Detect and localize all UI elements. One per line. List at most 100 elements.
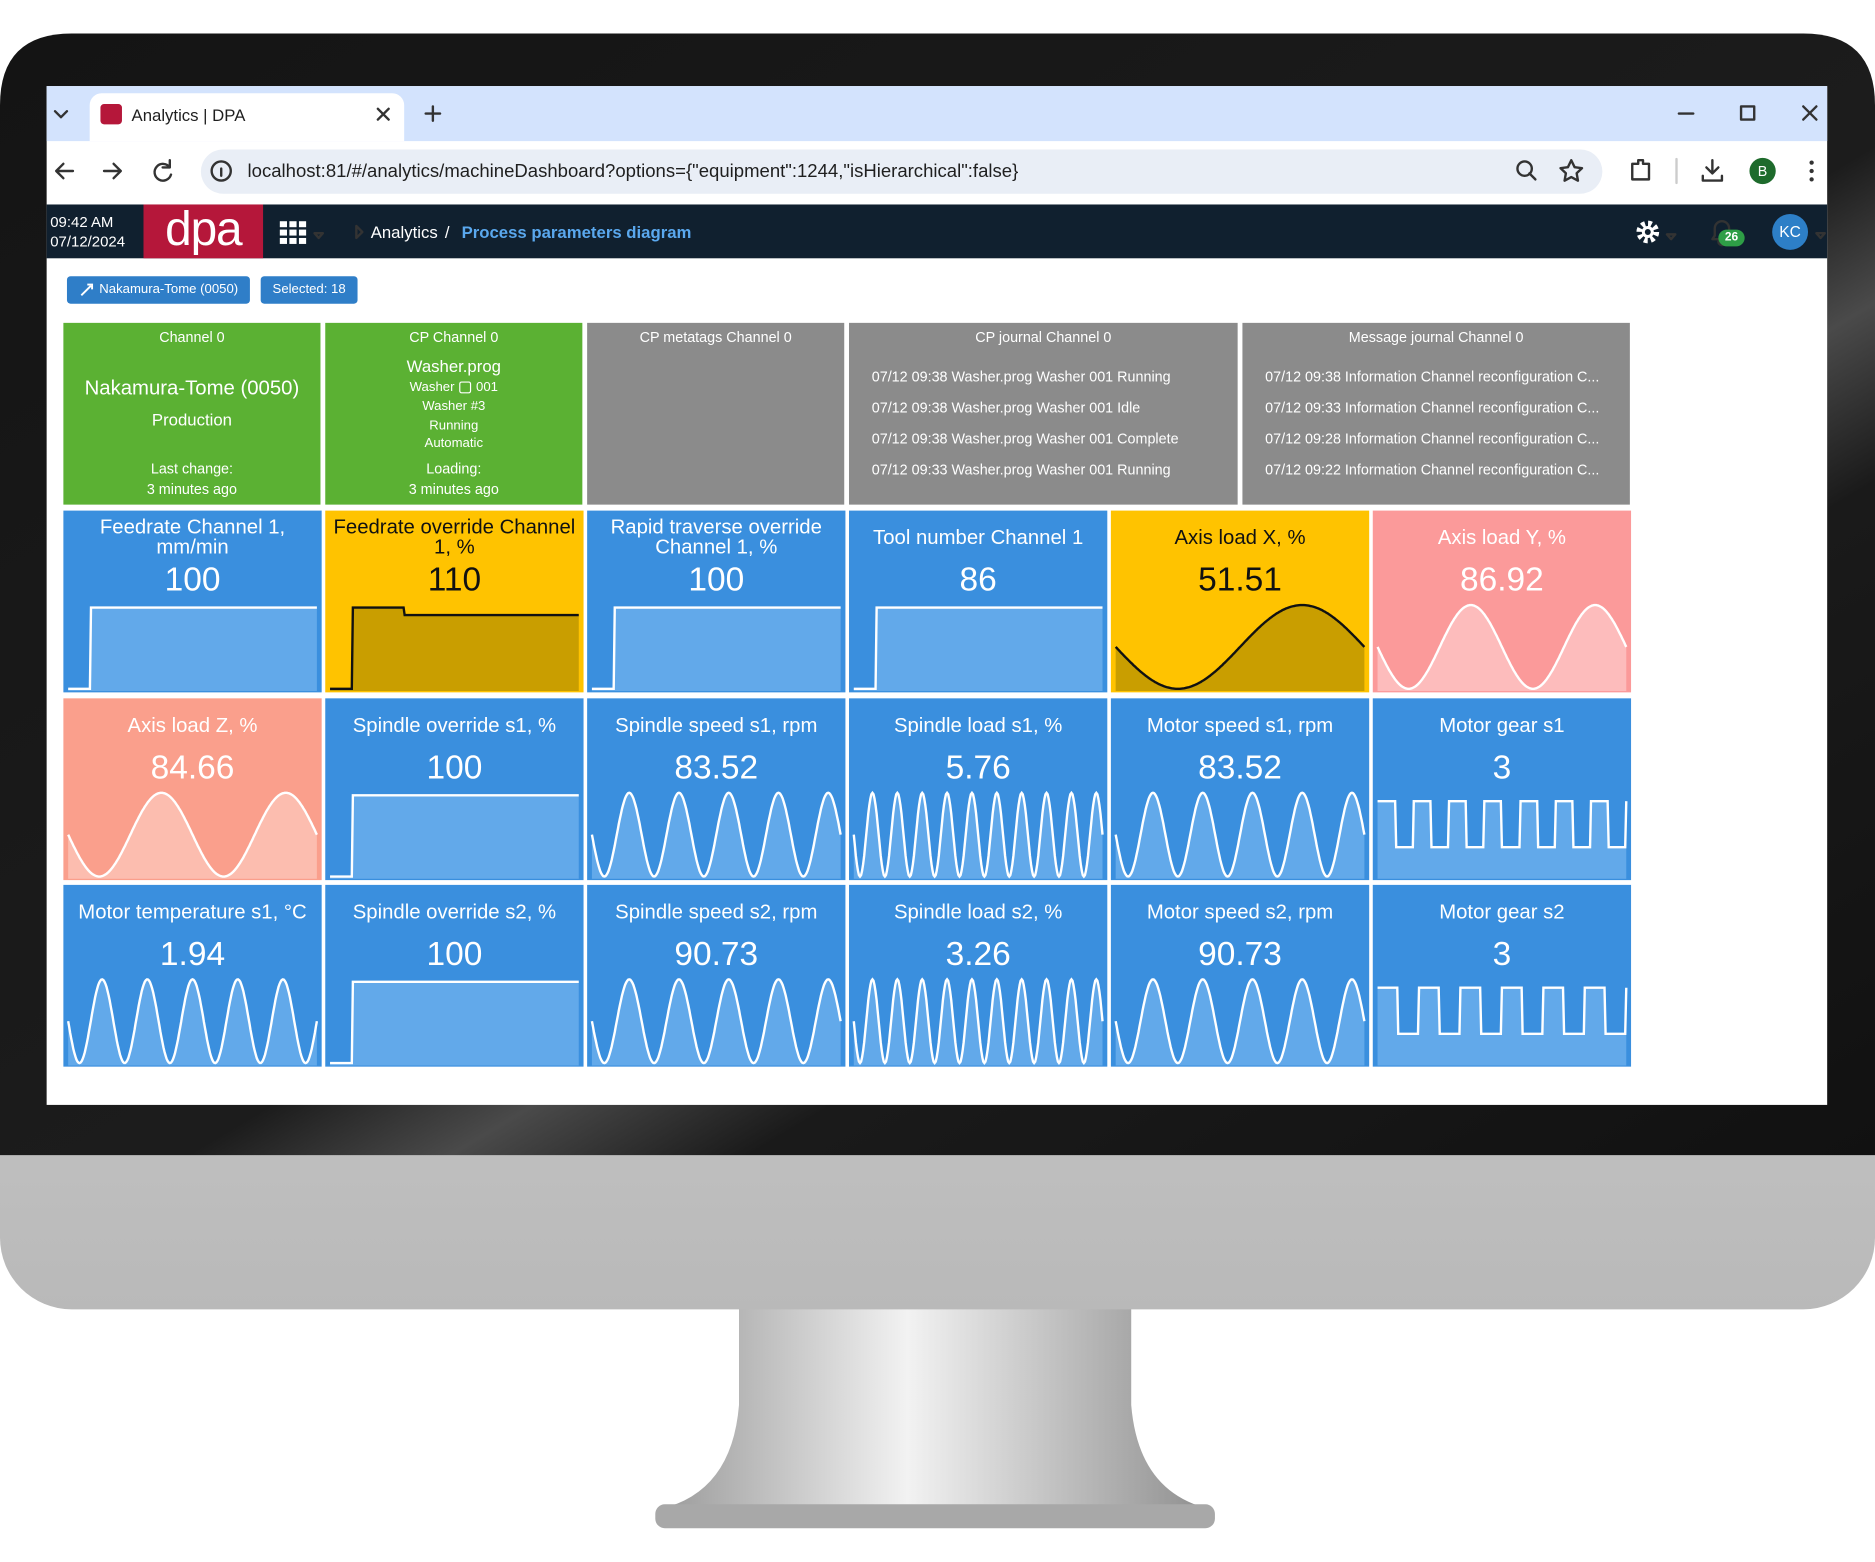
status-title: CP metatags Channel 0	[639, 328, 792, 346]
apps-icon[interactable]	[279, 221, 307, 244]
sparkline	[590, 791, 842, 879]
value-tile: Motor gear s1 3	[1372, 698, 1632, 881]
breadcrumb-current: Process parameters diagram	[461, 222, 692, 242]
sparkline	[1377, 986, 1628, 1066]
download-icon[interactable]	[1701, 159, 1724, 182]
sparkline	[852, 790, 1104, 879]
status-title: CP Channel 0	[409, 328, 499, 346]
machine-button-label[interactable]: Nakamura-Tome (0050)	[99, 282, 239, 297]
value-tile: Motor gear s2 3	[1372, 884, 1632, 1067]
sparkline-line	[852, 790, 1104, 879]
favicon	[100, 104, 122, 125]
sparkline-line	[1376, 603, 1628, 690]
value-tile: Spindle speed s2, rpm 90.73	[587, 884, 846, 1067]
tab-title[interactable]: Analytics | DPA	[131, 105, 246, 125]
tile-title: Motor temperature s1, °C	[78, 899, 307, 923]
settings-icon[interactable]	[1636, 220, 1660, 244]
selected-button[interactable]	[260, 276, 358, 304]
tile-title-box: Spindle speed s2, rpm	[592, 890, 841, 933]
omnibox[interactable]	[200, 149, 1603, 194]
value-tile: Spindle speed s1, rpm 83.52	[587, 698, 846, 881]
caret[interactable]	[1665, 233, 1677, 241]
sparkline	[330, 980, 579, 1066]
sparkline	[852, 977, 1104, 1066]
notifications-badge	[1718, 229, 1745, 247]
sparkline-line	[330, 606, 579, 690]
close-window-icon[interactable]	[1802, 105, 1818, 121]
machine-button[interactable]	[66, 276, 250, 304]
value-tile: Feedrate Channel 1, mm/min 100	[63, 510, 322, 693]
caret[interactable]	[313, 231, 325, 240]
bookmark-icon[interactable]	[1559, 159, 1584, 182]
url[interactable]: localhost:81/#/analytics/machineDashboar…	[247, 161, 1019, 182]
profile-avatar[interactable]	[1749, 157, 1776, 185]
tab-list-icon[interactable]	[53, 110, 69, 119]
sparkline	[853, 606, 1103, 692]
status-tile: Message journal Channel 0 07/12 09:38 Inf…	[1242, 322, 1630, 505]
maximize-icon[interactable]	[1739, 105, 1756, 121]
channel-state: Production	[151, 410, 232, 430]
tile-title-box: Tool number Channel 1	[854, 515, 1103, 558]
tile-title: Spindle load s1, %	[893, 713, 1063, 737]
forward-icon[interactable]	[102, 162, 122, 180]
caret[interactable]	[1815, 231, 1826, 240]
sparkline-line	[591, 606, 841, 690]
tile-title: Motor gear s2	[1439, 899, 1565, 923]
tile-title-box: Spindle override s1, %	[330, 703, 579, 746]
machine-icon	[459, 381, 472, 394]
sparkline-line	[590, 978, 842, 1065]
sparkline-line	[852, 977, 1104, 1066]
selected-button-label[interactable]: Selected: 18	[272, 282, 346, 297]
tab[interactable]	[89, 93, 405, 142]
zoom-icon[interactable]	[1516, 160, 1534, 177]
menu-icon[interactable]	[1809, 168, 1814, 174]
zoom-icon[interactable]	[1528, 172, 1537, 181]
breadcrumb-separator: /	[444, 222, 450, 242]
tile-title: Spindle speed s1, rpm	[615, 713, 818, 737]
tile-title: Tool number Channel 1	[873, 525, 1084, 549]
tile-title-box: Feedrate override Channel 1, %	[330, 515, 579, 558]
tile-value: 86.92	[1460, 560, 1544, 598]
sparkline	[330, 794, 579, 879]
edit-icon	[80, 283, 94, 297]
sparkline-line	[1114, 978, 1366, 1065]
sparkline-line	[1114, 603, 1366, 690]
tile-title: Feedrate override Channel 1, %	[333, 515, 576, 559]
user-avatar[interactable]	[1772, 214, 1809, 250]
reload-icon[interactable]	[153, 159, 173, 182]
logo[interactable]: dpa	[165, 203, 242, 256]
sparkline-area	[330, 981, 579, 1066]
tile-title: Axis load Z, %	[127, 713, 258, 737]
tile-title: Spindle load s2, %	[893, 899, 1063, 923]
settings-icon[interactable]	[1644, 228, 1651, 235]
tile-value: 3	[1492, 935, 1512, 973]
back-icon[interactable]	[55, 162, 75, 180]
extensions-icon[interactable]	[1631, 159, 1651, 181]
stand	[660, 1303, 1211, 1510]
change-label: Loading:	[426, 460, 482, 478]
tile-title-box: Axis load Y, %	[1378, 515, 1627, 558]
tile-value: 86	[959, 560, 997, 598]
stand-base	[655, 1504, 1215, 1529]
menu-icon[interactable]	[1809, 160, 1814, 165]
value-tile: Spindle override s1, % 100	[325, 698, 584, 881]
sparkline	[330, 606, 579, 692]
tile-value: 3.26	[945, 935, 1011, 973]
journal-entry: 07/12 09:28 Information Channel reconfig…	[1265, 430, 1600, 448]
tile-title: Spindle override s1, %	[352, 713, 557, 737]
tab-close-icon[interactable]	[376, 107, 390, 121]
tile-value: 84.66	[150, 748, 235, 786]
tile-title-box: Spindle load s2, %	[854, 890, 1103, 933]
logo-box[interactable]	[143, 204, 264, 259]
value-tile: Tool number Channel 1 86	[849, 510, 1108, 693]
user-initials[interactable]: KC	[1779, 222, 1801, 241]
machine-number: 001	[475, 380, 498, 395]
site-info-icon[interactable]	[210, 160, 232, 182]
menu-icon[interactable]	[1809, 177, 1814, 182]
profile-initial[interactable]: B	[1757, 162, 1768, 180]
sparkline-line	[1114, 791, 1366, 878]
tile-title: Axis load X, %	[1174, 525, 1306, 549]
breadcrumb-link[interactable]: Analytics	[370, 222, 438, 242]
change-label: Last change:	[150, 460, 234, 478]
